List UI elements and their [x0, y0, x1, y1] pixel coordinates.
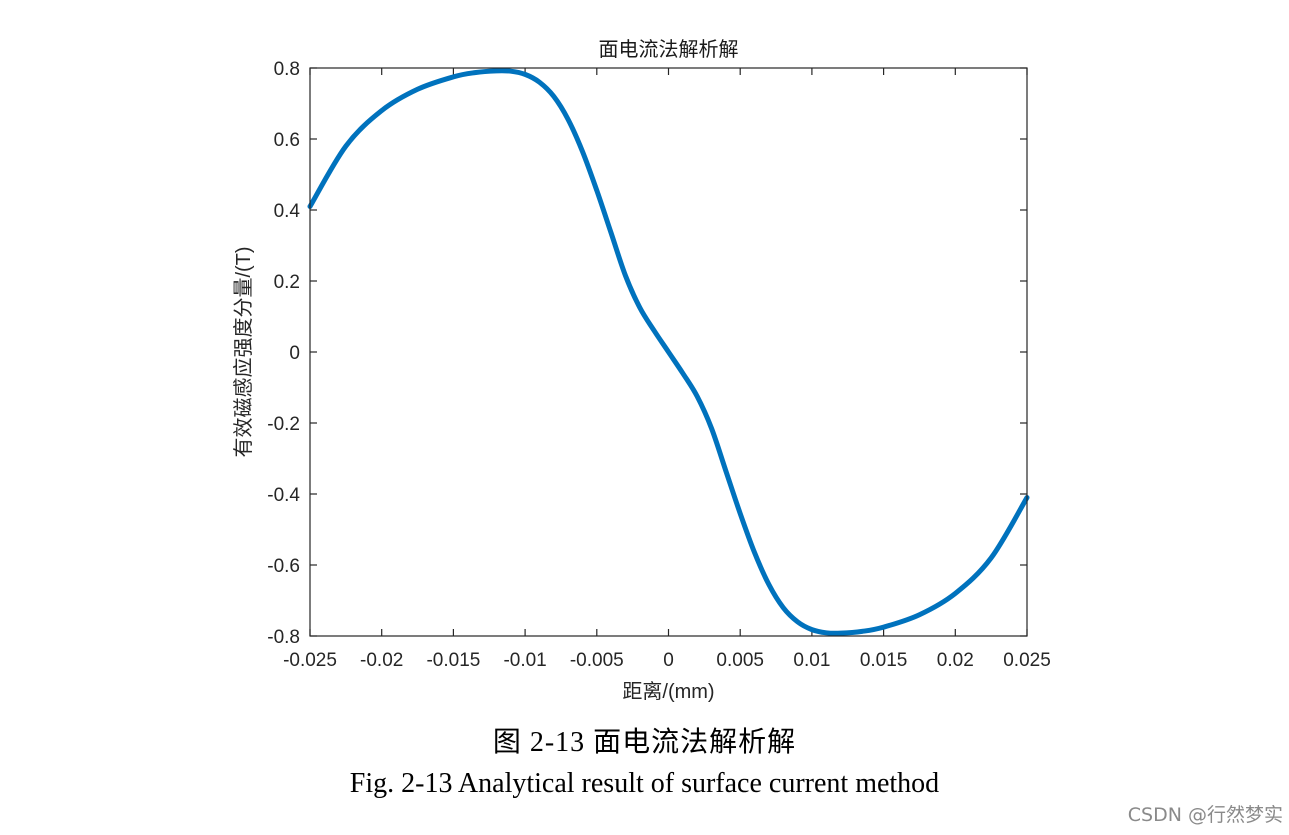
- x-tick-label: -0.02: [360, 650, 403, 671]
- chart-title: 面电流法解析解: [599, 38, 739, 61]
- x-tick-label: 0: [663, 650, 674, 671]
- x-tick-label: 0.025: [1003, 650, 1051, 671]
- y-axis-title: 有效磁感应强度分量/(T): [232, 246, 255, 457]
- x-tick-label: -0.015: [426, 650, 480, 671]
- x-tick-label: 0.005: [716, 650, 764, 671]
- y-tick-label: -0.8: [267, 627, 300, 648]
- figure-caption-english: Fig. 2-13 Analytical result of surface c…: [349, 768, 940, 799]
- series-line: [307, 68, 1030, 636]
- x-tick-label: 0.02: [937, 650, 974, 671]
- y-tick-label: -0.4: [267, 485, 300, 506]
- figure-caption-chinese: 图 2-13 面电流法解析解: [492, 727, 797, 758]
- watermark: CSDN @行然梦实: [1127, 804, 1283, 826]
- y-tick-label: 0: [289, 343, 300, 364]
- x-tick-label: 0.015: [860, 650, 908, 671]
- x-tick-label: -0.005: [570, 650, 624, 671]
- x-tick-label: -0.025: [283, 650, 337, 671]
- y-tick-label: -0.2: [267, 414, 300, 435]
- plot-frame: [309, 67, 1028, 637]
- y-tick-label: -0.6: [267, 556, 300, 577]
- y-tick-label: 0.8: [274, 59, 300, 80]
- x-axis-title: 距离/(mm): [622, 680, 714, 703]
- x-tick-label: 0.01: [793, 650, 830, 671]
- y-tick-label: 0.6: [274, 130, 300, 151]
- x-tick-label: -0.01: [503, 650, 546, 671]
- y-tick-label: 0.2: [274, 272, 300, 293]
- y-tick-label: 0.4: [274, 201, 301, 222]
- ticks-layer: -0.025 -0.02 -0.015 -0.01 -0.005 0 0.005 0.01 0.…: [267, 59, 1051, 671]
